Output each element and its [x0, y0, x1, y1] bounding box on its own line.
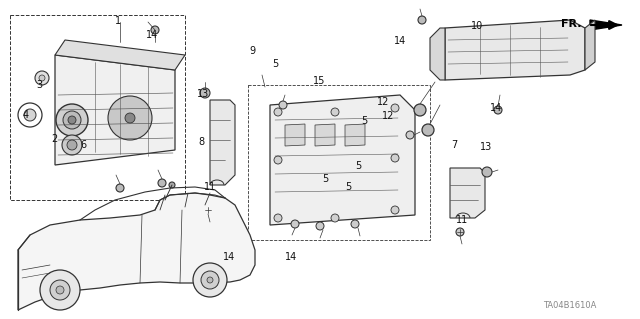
Polygon shape [270, 95, 415, 225]
Circle shape [482, 167, 492, 177]
Circle shape [316, 222, 324, 230]
Circle shape [406, 131, 414, 139]
Circle shape [391, 154, 399, 162]
Text: 5: 5 [355, 161, 362, 171]
Text: 15: 15 [312, 76, 325, 86]
Circle shape [351, 220, 359, 228]
Text: 12: 12 [381, 111, 394, 122]
Circle shape [494, 106, 502, 114]
Polygon shape [450, 168, 485, 218]
Text: 3: 3 [36, 79, 43, 90]
Circle shape [204, 206, 212, 214]
Text: 5: 5 [272, 59, 278, 69]
Circle shape [67, 140, 77, 150]
Circle shape [63, 111, 81, 129]
Text: 5: 5 [346, 182, 352, 192]
Text: 2: 2 [51, 134, 58, 144]
Circle shape [158, 179, 166, 187]
Text: 14: 14 [394, 36, 406, 47]
Circle shape [331, 108, 339, 116]
Text: 10: 10 [470, 20, 483, 31]
Circle shape [62, 135, 82, 155]
Text: 6: 6 [80, 140, 86, 150]
Circle shape [279, 101, 287, 109]
Circle shape [50, 280, 70, 300]
Circle shape [151, 26, 159, 34]
Circle shape [391, 206, 399, 214]
Polygon shape [285, 124, 305, 146]
Text: 4: 4 [22, 110, 29, 120]
Circle shape [116, 184, 124, 192]
Text: 1: 1 [115, 16, 122, 26]
Circle shape [56, 286, 64, 294]
Text: 14: 14 [490, 103, 502, 114]
Text: 14: 14 [223, 252, 236, 262]
Text: 5: 5 [322, 174, 328, 184]
Polygon shape [210, 100, 235, 185]
Polygon shape [18, 193, 255, 310]
Text: 9: 9 [250, 46, 256, 56]
Text: 7: 7 [451, 140, 458, 150]
Text: 13: 13 [197, 89, 210, 99]
Polygon shape [590, 20, 622, 30]
Circle shape [418, 16, 426, 24]
Circle shape [24, 109, 36, 121]
Polygon shape [55, 55, 175, 165]
Text: 14: 14 [285, 252, 298, 262]
Text: 12: 12 [376, 97, 389, 107]
Circle shape [456, 228, 464, 236]
Text: 5: 5 [362, 116, 368, 126]
Polygon shape [445, 20, 585, 80]
Circle shape [207, 277, 213, 283]
Circle shape [39, 75, 45, 81]
Polygon shape [345, 124, 365, 146]
Circle shape [201, 271, 219, 289]
Text: 11: 11 [456, 215, 468, 225]
Circle shape [274, 108, 282, 116]
Polygon shape [585, 20, 595, 70]
Circle shape [169, 182, 175, 188]
Text: TA04B1610A: TA04B1610A [543, 300, 596, 309]
Polygon shape [315, 124, 335, 146]
Circle shape [391, 104, 399, 112]
Circle shape [274, 214, 282, 222]
Circle shape [331, 214, 339, 222]
Circle shape [422, 124, 434, 136]
Text: 11: 11 [204, 182, 216, 192]
Circle shape [274, 156, 282, 164]
Circle shape [68, 116, 76, 124]
Circle shape [40, 270, 80, 310]
Circle shape [414, 104, 426, 116]
Circle shape [200, 88, 210, 98]
Circle shape [125, 113, 135, 123]
Circle shape [291, 220, 299, 228]
Text: 13: 13 [480, 142, 493, 152]
Polygon shape [55, 40, 185, 70]
Text: FR.: FR. [561, 19, 582, 29]
Circle shape [108, 96, 152, 140]
Text: 8: 8 [198, 137, 205, 147]
Circle shape [35, 71, 49, 85]
Text: 14: 14 [146, 30, 159, 40]
Polygon shape [430, 28, 445, 80]
Circle shape [56, 104, 88, 136]
Circle shape [193, 263, 227, 297]
